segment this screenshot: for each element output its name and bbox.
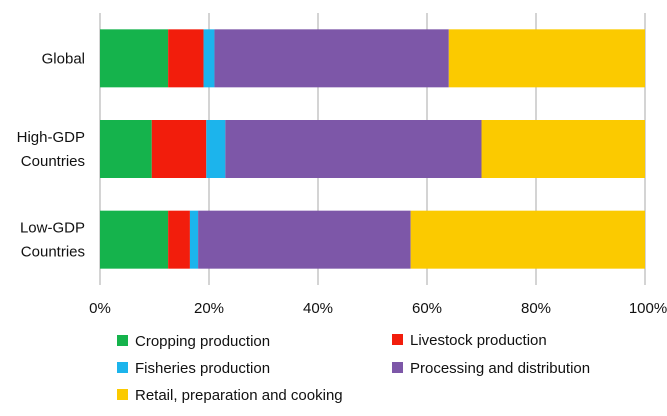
bar-segment-livestock-production [168, 29, 204, 88]
legend-swatch [392, 362, 403, 373]
bar-segment-cropping-production [100, 29, 169, 88]
category-label: Global [42, 50, 85, 67]
bar-segment-cropping-production [100, 120, 152, 178]
legend-label: Retail, preparation and cooking [135, 387, 343, 404]
bar-segment-processing-and-distribution [225, 120, 482, 178]
bar-segment-fisheries-production [203, 29, 215, 88]
bar-segment-fisheries-production [206, 120, 226, 178]
x-tick-label: 0% [89, 300, 111, 317]
x-tick-label: 20% [194, 300, 224, 317]
bar-segment-retail-preparation-and-cooking [448, 29, 645, 88]
bar-segment-retail-preparation-and-cooking [481, 120, 645, 178]
legend-swatch [117, 389, 128, 400]
legend-label: Livestock production [410, 332, 547, 349]
legend-swatch [117, 335, 128, 346]
legend-swatch [117, 362, 128, 373]
legend-label: Cropping production [135, 333, 270, 350]
bar-segment-cropping-production [100, 210, 169, 269]
category-label: Countries [21, 244, 85, 261]
bar-segment-processing-and-distribution [214, 29, 449, 88]
x-tick-label: 60% [412, 300, 442, 317]
bar-segment-livestock-production [151, 120, 207, 178]
bar-segment-livestock-production [168, 210, 190, 269]
bar-segment-retail-preparation-and-cooking [410, 210, 645, 269]
legend-label: Fisheries production [135, 360, 270, 377]
x-tick-label: 100% [629, 300, 667, 317]
bar-segment-fisheries-production [189, 210, 199, 269]
x-tick-label: 80% [521, 300, 551, 317]
x-tick-label: 40% [303, 300, 333, 317]
category-label: Low-GDP [20, 220, 85, 237]
category-label: Countries [21, 153, 85, 170]
legend-label: Processing and distribution [410, 360, 590, 377]
bar-segment-processing-and-distribution [198, 210, 411, 269]
legend-swatch [392, 334, 403, 345]
category-label: High-GDP [17, 129, 85, 146]
